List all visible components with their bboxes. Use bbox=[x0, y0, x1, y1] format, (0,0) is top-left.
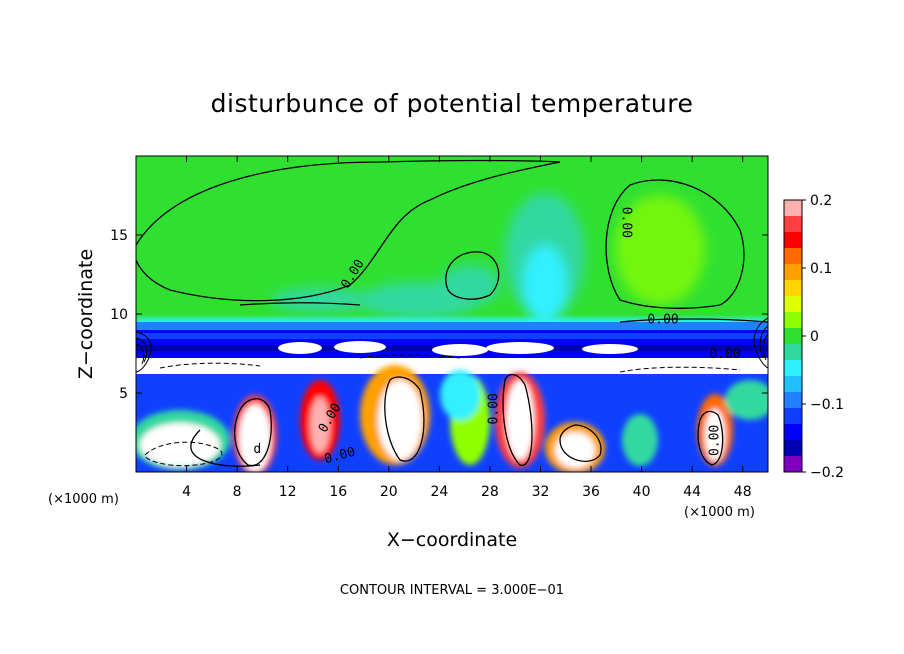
colorbar-swatch bbox=[784, 280, 802, 297]
contour-label: 0.00 bbox=[619, 207, 634, 238]
x-tick-label: 20 bbox=[380, 484, 398, 500]
colorbar-swatch bbox=[784, 376, 802, 393]
x-tick-label: 44 bbox=[683, 484, 701, 500]
colorbar: 0.2 0.1 0 −0.1 −0.2 bbox=[783, 193, 844, 481]
colorbar-tick-label: −0.1 bbox=[810, 397, 844, 413]
plot-area bbox=[136, 156, 768, 472]
y-axis-ticks: 5 10 15 bbox=[110, 228, 768, 402]
y-axis-label: Z−coordinate bbox=[75, 249, 97, 379]
contour-clusters bbox=[136, 317, 768, 373]
colorbar-swatch bbox=[784, 456, 802, 473]
colorbar-tick-label: 0 bbox=[810, 329, 819, 345]
contour-lines bbox=[136, 159, 768, 467]
colorbar-tick-label: 0.1 bbox=[810, 261, 832, 277]
colorbar-swatch bbox=[784, 360, 802, 377]
contour-label: 0.00 bbox=[708, 425, 723, 456]
x-tick-label: 8 bbox=[233, 484, 242, 500]
contour-label: 0.00 bbox=[647, 312, 678, 327]
x-axis-ticks: 4 8 12 16 20 24 28 32 36 40 44 48 bbox=[182, 156, 752, 500]
colorbar-swatch bbox=[784, 392, 802, 409]
x-tick-label: 48 bbox=[734, 484, 752, 500]
colorbar-swatch bbox=[784, 232, 802, 249]
colorbar-swatch bbox=[784, 328, 802, 345]
x-unit-right: (×1000 m) bbox=[684, 505, 755, 520]
x-tick-label: 28 bbox=[481, 484, 499, 500]
colorbar-swatch bbox=[784, 264, 802, 281]
x-tick-label: 12 bbox=[279, 484, 297, 500]
colorbar-swatch bbox=[784, 216, 802, 233]
upper-field bbox=[270, 193, 705, 325]
colorbar-swatch bbox=[784, 344, 802, 361]
x-unit-left: (×1000 m) bbox=[48, 492, 119, 507]
colorbar-swatch bbox=[784, 312, 802, 329]
y-tick-label: 5 bbox=[119, 386, 128, 402]
y-tick-label: 10 bbox=[110, 307, 128, 323]
colorbar-swatch bbox=[784, 248, 802, 265]
band-holes bbox=[278, 341, 638, 356]
chart-title: disturbunce of potential temperature bbox=[211, 89, 694, 118]
y-tick-label: 15 bbox=[110, 228, 128, 244]
colorbar-tick-label: 0.2 bbox=[810, 193, 832, 209]
x-tick-label: 4 bbox=[182, 484, 191, 500]
x-tick-label: 24 bbox=[430, 484, 448, 500]
x-tick-label: 36 bbox=[582, 484, 600, 500]
lower-layer bbox=[136, 358, 768, 472]
contour-label: 0.00 bbox=[709, 347, 740, 362]
x-axis-label: X−coordinate bbox=[387, 529, 517, 551]
contour-label: 0.00 bbox=[487, 393, 502, 424]
dashed-contours bbox=[144, 354, 741, 467]
x-tick-label: 32 bbox=[532, 484, 550, 500]
x-tick-label: 40 bbox=[633, 484, 651, 500]
colorbar-tick-label: −0.2 bbox=[810, 465, 844, 481]
colorbar-swatch bbox=[784, 440, 802, 457]
colorbar-swatch bbox=[784, 408, 802, 425]
contour-interval-note: CONTOUR INTERVAL = 3.000E−01 bbox=[340, 583, 564, 598]
colorbar-swatch bbox=[784, 296, 802, 313]
x-tick-label: 16 bbox=[329, 484, 347, 500]
contour-label: d bbox=[253, 442, 261, 457]
colorbar-swatch bbox=[784, 200, 802, 217]
colorbar-swatch bbox=[784, 424, 802, 441]
